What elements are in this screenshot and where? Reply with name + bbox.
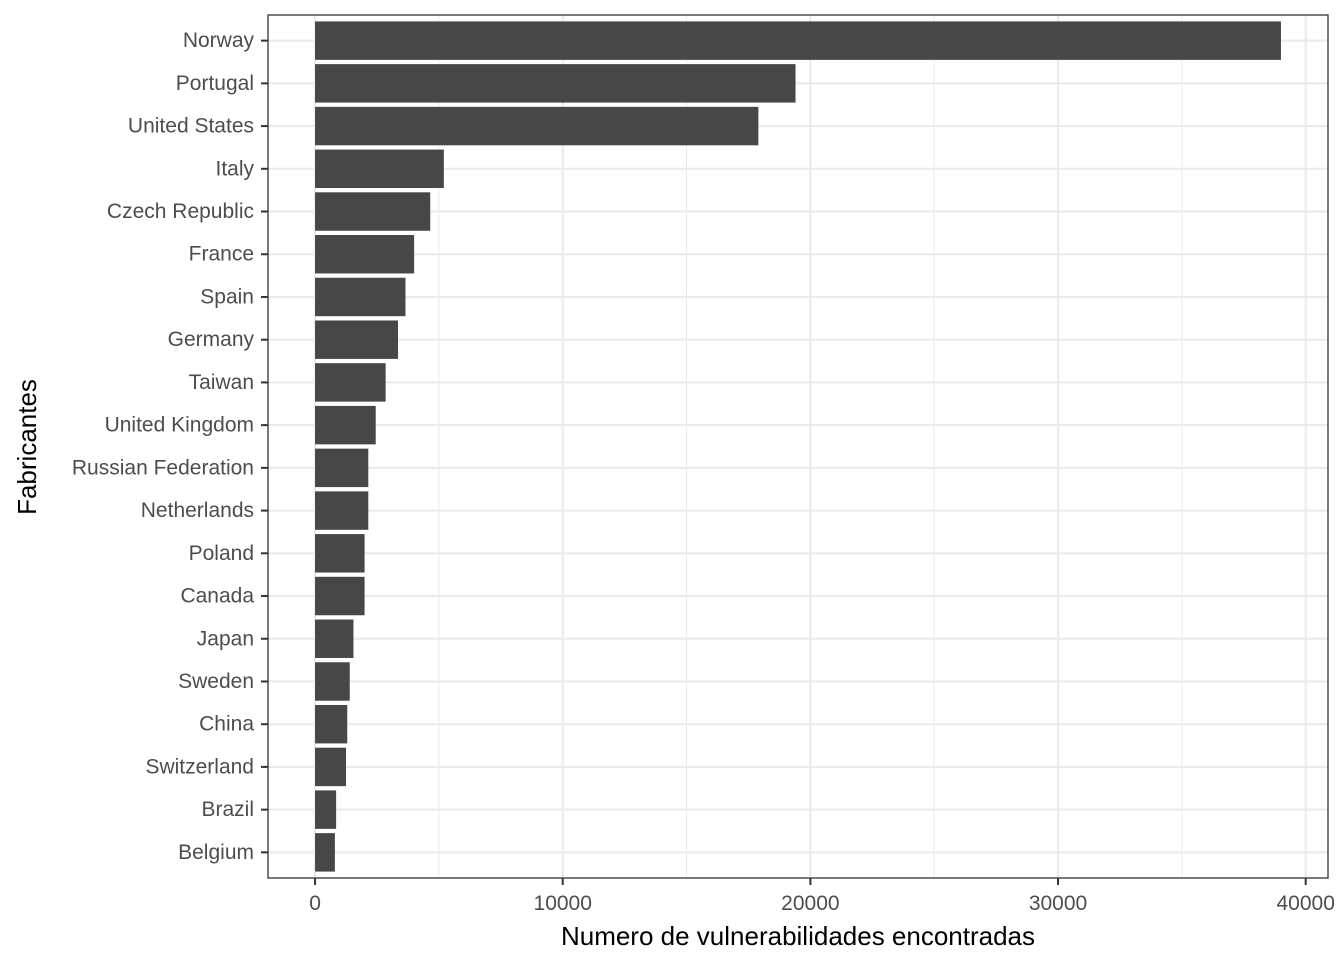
y-tick-label: Brazil xyxy=(201,798,254,821)
x-tick-label: 40000 xyxy=(1277,892,1335,915)
y-tick-label: Poland xyxy=(189,542,254,565)
bar-switzerland xyxy=(315,747,347,787)
x-tick-label: 30000 xyxy=(1029,892,1087,915)
y-tick-label: Belgium xyxy=(178,841,254,864)
y-tick-label: Italy xyxy=(215,157,254,180)
x-tick-label: 20000 xyxy=(781,892,839,915)
bar-united-states xyxy=(315,106,759,146)
y-tick-label: Russian Federation xyxy=(72,456,254,479)
bar-russian-federation xyxy=(315,448,369,488)
bar-norway xyxy=(315,21,1281,60)
y-axis-title: Fabricantes xyxy=(12,379,42,515)
x-axis-title: Numero de vulnerabilidades encontradas xyxy=(561,921,1035,951)
bar-belgium xyxy=(315,833,335,872)
y-tick-label: Taiwan xyxy=(189,371,254,394)
y-tick-label: Czech Republic xyxy=(107,200,254,223)
bar-sweden xyxy=(315,662,350,701)
y-tick-label: Germany xyxy=(168,328,255,351)
bar-poland xyxy=(315,534,365,573)
x-axis: 0 10000 20000 30000 40000 xyxy=(309,878,1335,915)
y-tick-label: United Kingdom xyxy=(105,414,254,437)
bar-japan xyxy=(315,619,354,658)
bar-italy xyxy=(315,149,444,189)
panel-border xyxy=(267,14,1329,879)
bar-france xyxy=(315,235,415,274)
bar-china xyxy=(315,704,348,744)
x-tick-label: 0 xyxy=(309,892,321,915)
bar-united-kingdom xyxy=(315,405,376,445)
y-tick-label: Spain xyxy=(200,285,254,308)
y-tick-label: Japan xyxy=(197,627,254,650)
y-tick-label: France xyxy=(189,243,254,266)
y-tick-label: Netherlands xyxy=(141,499,254,522)
bar-canada xyxy=(315,576,365,616)
bar-brazil xyxy=(315,790,337,829)
bar-netherlands xyxy=(315,491,369,530)
y-tick-label: China xyxy=(199,713,254,736)
x-tick-label: 10000 xyxy=(534,892,592,915)
bar-czech-republic xyxy=(315,192,431,231)
y-tick-label: Sweden xyxy=(178,670,254,693)
y-axis: Norway Portugal United States Italy Czech Re… xyxy=(72,29,268,864)
y-tick-label: Norway xyxy=(183,29,255,52)
bar-layer xyxy=(315,21,1281,872)
bar-germany xyxy=(315,320,399,359)
y-tick-label: Portugal xyxy=(176,72,254,95)
y-tick-label: United States xyxy=(128,115,254,138)
y-tick-label: Canada xyxy=(180,585,254,608)
bar-spain xyxy=(315,277,406,317)
bar-taiwan xyxy=(315,363,386,402)
bar-portugal xyxy=(315,64,796,103)
y-tick-label: Switzerland xyxy=(145,755,254,778)
